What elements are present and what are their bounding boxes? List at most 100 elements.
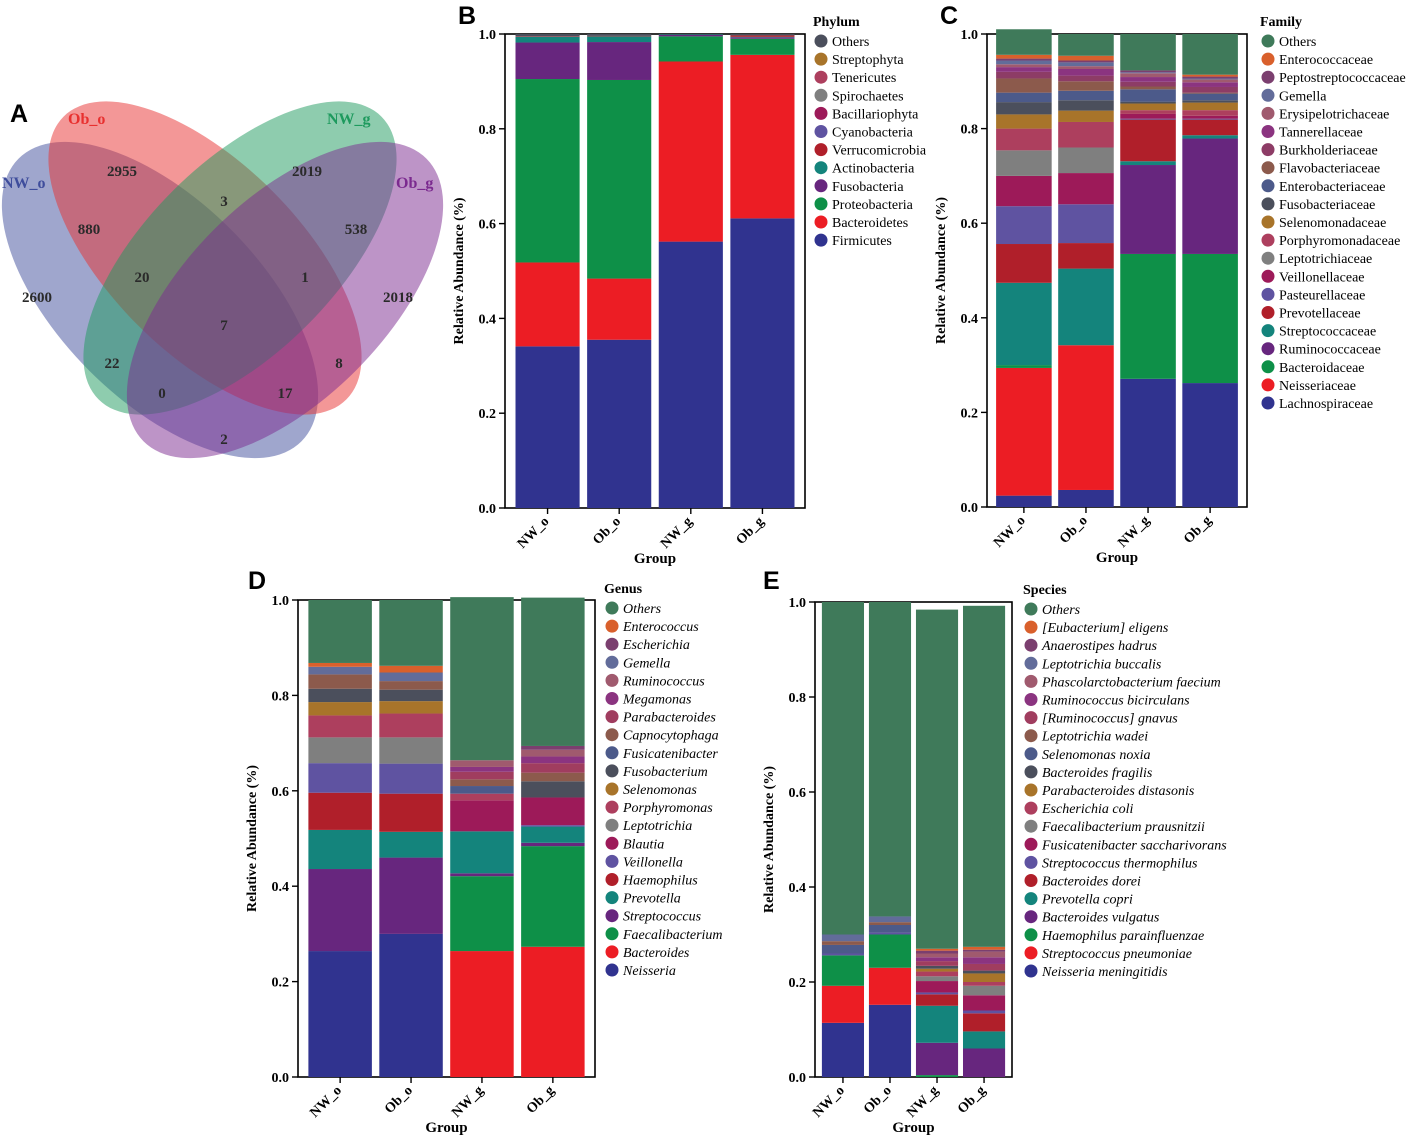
- legend-label: Neisseriaceae: [1279, 379, 1356, 394]
- bar-segment: [730, 218, 795, 509]
- bar-segment: [1120, 103, 1176, 111]
- bar-segment: [915, 1005, 959, 1043]
- bar-segment: [308, 688, 372, 703]
- bar-segment: [379, 763, 443, 794]
- legend-label: Spirochaetes: [832, 89, 904, 104]
- bar-segment: [730, 38, 795, 55]
- legend-label: Others: [832, 35, 869, 50]
- bar-segment: [450, 800, 514, 832]
- legend-swatch: [1024, 747, 1038, 761]
- bar-segment: [308, 715, 372, 738]
- bar-segment: [515, 36, 580, 43]
- venn-count: 20: [135, 270, 150, 286]
- bar-segment: [962, 946, 1006, 950]
- legend-swatch: [814, 233, 828, 247]
- bar-segment: [962, 1048, 1006, 1077]
- legend-swatch: [1261, 396, 1275, 410]
- bar-segment: [915, 961, 959, 966]
- bar-segment: [1182, 93, 1238, 101]
- venn-count: 2018: [383, 290, 413, 306]
- venn-label-nw-o: NW_o: [2, 175, 46, 192]
- bar-segment: [996, 175, 1052, 207]
- bar-segment: [1058, 121, 1114, 148]
- bar-segment: [821, 934, 865, 942]
- bar-segment: [1058, 100, 1114, 111]
- bar-segment: [996, 71, 1052, 79]
- y-tick-label: 0.0: [479, 502, 497, 517]
- legend-swatch: [605, 746, 619, 760]
- legend-label: Gemella: [1279, 89, 1327, 104]
- legend-swatch: [605, 836, 619, 850]
- legend-label: Streptococcus: [623, 910, 702, 925]
- bar-segment: [730, 34, 795, 36]
- legend-label: Neisseria: [622, 964, 676, 979]
- bar-segment: [450, 873, 514, 877]
- y-tick-label: 0.0: [961, 501, 979, 516]
- legend-swatch: [605, 692, 619, 705]
- x-tick-label: Ob_g: [524, 1083, 558, 1117]
- bar-segment: [868, 967, 912, 1005]
- legend-label: Prevotella copri: [1041, 893, 1133, 908]
- bar-segment: [996, 114, 1052, 129]
- bar-segment: [308, 829, 372, 870]
- legend-label: Porphyromonadaceae: [1279, 234, 1400, 249]
- legend-swatch: [814, 52, 828, 66]
- plot-frame: [504, 33, 806, 509]
- legend-label: Leptotrichia wadei: [1041, 730, 1148, 745]
- bar-segment: [1120, 81, 1176, 87]
- bar-segment: [962, 985, 1006, 996]
- x-axis-label: Group: [892, 1120, 934, 1136]
- bar-segment: [821, 944, 865, 954]
- bar-segment: [1182, 92, 1238, 94]
- legend-label: Streptophyta: [832, 53, 904, 68]
- legend-swatch: [1024, 656, 1038, 670]
- legend-label: [Eubacterium] eligens: [1042, 621, 1169, 636]
- y-tick-label: 0.0: [789, 1071, 807, 1086]
- legend-swatch: [1024, 602, 1038, 616]
- legend-label: Veillonellaceae: [1279, 270, 1365, 285]
- bar-segment: [379, 681, 443, 690]
- legend-label: Peptostreptococcaceae: [1279, 71, 1406, 86]
- legend-label: Proteobacteria: [832, 198, 914, 213]
- y-tick-label: 0.2: [272, 976, 290, 991]
- legend-label: Selenomonas noxia: [1042, 748, 1150, 763]
- x-tick-label: Ob_o: [861, 1083, 895, 1117]
- bar-segment: [915, 953, 959, 958]
- legend-swatch: [1261, 34, 1275, 48]
- bar-segment: [308, 869, 372, 952]
- bar-segment: [308, 951, 372, 1077]
- bar-segment: [1058, 60, 1114, 63]
- bar-segment: [962, 970, 1006, 974]
- legend-swatch: [1024, 855, 1038, 869]
- bar-segment: [730, 37, 795, 39]
- legend-swatch: [1261, 161, 1275, 175]
- bar-segment: [868, 934, 912, 968]
- plot-frame: [814, 601, 1013, 1078]
- legend-swatch: [605, 854, 619, 868]
- bar-segment: [521, 749, 585, 757]
- venn-diagram: A NW_o Ob_o NW_g Ob_g 2600 2955 2019 201…: [1, 100, 444, 459]
- venn-count: 538: [345, 222, 368, 238]
- legend-swatch: [605, 728, 619, 742]
- y-tick-label: 1.0: [961, 28, 979, 43]
- bar-segment: [996, 54, 1052, 59]
- legend-swatch: [1024, 928, 1038, 942]
- x-tick-label: Ob_g: [734, 514, 768, 548]
- bar-segment: [658, 241, 723, 508]
- y-axis-label: Relative Abundance (%): [762, 766, 777, 913]
- bar-segment: [1120, 165, 1176, 254]
- y-axis-label: Relative Abundance (%): [245, 765, 260, 912]
- legend-swatch: [1024, 638, 1038, 652]
- legend-label: Flavobacteriaceae: [1279, 162, 1380, 177]
- bar-segment: [521, 763, 585, 773]
- bar-segment: [868, 932, 912, 935]
- bar-segment: [308, 792, 372, 830]
- stacked-bar-chart-genus: D NW_o Ob_o NW_g Ob_g 0.0 0.2 0.4 0.6 0.8 1.0 Relat…: [245, 567, 723, 1136]
- venn-count: 2: [220, 432, 228, 448]
- legend-swatch: [1024, 620, 1038, 634]
- bar-segment: [521, 846, 585, 947]
- legend-swatch: [1261, 287, 1275, 301]
- bar-segment: [1182, 76, 1238, 79]
- legend-swatch: [1261, 179, 1275, 193]
- bar-segment: [587, 339, 652, 508]
